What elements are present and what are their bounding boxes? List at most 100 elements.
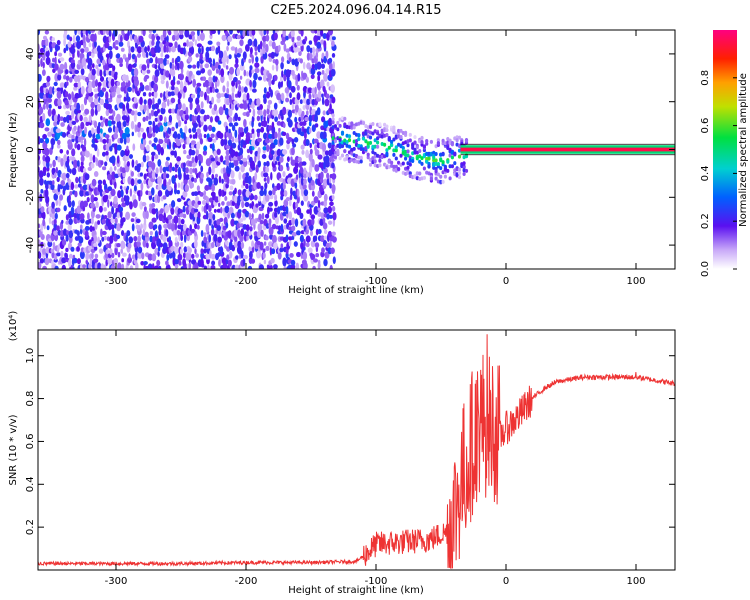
heatmap-cell (56, 90, 62, 100)
heatmap-cell (210, 133, 215, 139)
heatmap-cell (188, 41, 194, 48)
heatmap-cell (383, 142, 387, 147)
heatmap-cell (194, 262, 199, 269)
heatmap-cell (235, 255, 239, 260)
y-tick-label: 0.4 (25, 476, 36, 492)
heatmap-cell (163, 212, 166, 221)
heatmap-cell (322, 85, 326, 93)
heatmap-cell (162, 142, 167, 149)
heatmap-cell (270, 172, 273, 181)
heatmap-cell (308, 114, 313, 123)
heatmap-cell (77, 81, 82, 89)
heatmap-cell (108, 50, 113, 60)
heatmap-cell (448, 138, 452, 143)
heatmap-cell (205, 210, 209, 220)
heatmap-cell (249, 160, 256, 170)
heatmap-cell (121, 132, 127, 140)
heatmap-cell (303, 131, 307, 140)
heatmap-cell (97, 220, 101, 225)
heatmap-cell (116, 81, 121, 86)
heatmap-cell (415, 176, 419, 181)
heatmap-cell (274, 131, 278, 139)
heatmap-cell (122, 241, 126, 249)
heatmap-cell (233, 100, 238, 105)
heatmap-cell (121, 230, 125, 236)
heatmap-cell (195, 148, 199, 156)
heatmap-cell (236, 30, 241, 34)
heatmap-cell (102, 35, 108, 44)
heatmap-cell (176, 62, 180, 71)
heatmap-cell (77, 125, 81, 134)
heatmap-cell (182, 252, 186, 259)
heatmap-cell (116, 155, 120, 164)
heatmap-cell (70, 59, 75, 64)
heatmap-cell (218, 106, 224, 116)
heatmap-cell (150, 109, 155, 117)
heatmap-cell (259, 241, 264, 251)
heatmap-cell (171, 63, 175, 70)
heatmap-cell (319, 218, 324, 226)
heatmap-cell (251, 30, 256, 36)
heatmap-cell (199, 138, 204, 145)
heatmap-cell (200, 258, 204, 268)
heatmap-cell (99, 188, 104, 197)
heatmap-cell (242, 93, 247, 101)
x-tick-label: -300 (105, 576, 128, 587)
heatmap-cell (52, 180, 55, 186)
heatmap-cell (462, 155, 466, 160)
heatmap-cell (188, 262, 192, 269)
heatmap-cell (49, 163, 53, 168)
spectrogram-x-ticks: -300 -200 -100 0 100 (105, 30, 646, 287)
heatmap-cell (233, 159, 239, 167)
heatmap-cell (368, 162, 373, 167)
heatmap-cell (71, 110, 75, 118)
heatmap-cell (236, 34, 242, 40)
heatmap-cell (88, 114, 92, 123)
heatmap-cell (65, 247, 69, 253)
heatmap-cell (57, 74, 62, 81)
heatmap-cell (194, 231, 197, 237)
heatmap-cell (436, 162, 440, 166)
heatmap-cell (157, 245, 161, 252)
heatmap-cell (59, 116, 64, 121)
heatmap-cell (154, 64, 158, 70)
heatmap-cell (336, 148, 340, 153)
heatmap-cell (317, 228, 322, 235)
heatmap-cell (321, 93, 324, 98)
heatmap-cell (371, 131, 375, 136)
heatmap-cell (137, 179, 142, 185)
heatmap-cell (162, 171, 167, 180)
heatmap-cell (191, 253, 195, 259)
heatmap-cell (90, 194, 95, 204)
heatmap-cell (98, 205, 103, 213)
heatmap-cell (142, 239, 147, 248)
heatmap-cell (308, 152, 313, 162)
heatmap-cell (140, 161, 144, 168)
heatmap-cell (201, 45, 204, 55)
heatmap-cell (57, 98, 62, 107)
heatmap-cell (331, 113, 335, 118)
heatmap-cell (270, 150, 275, 155)
heatmap-cell (73, 125, 77, 131)
heatmap-cell (68, 218, 73, 226)
heatmap-cell (420, 161, 424, 166)
heatmap-cell (361, 147, 366, 152)
heatmap-cell (290, 187, 293, 197)
heatmap-cell (286, 142, 290, 150)
heatmap-cell (268, 201, 274, 207)
heatmap-cell (310, 74, 315, 80)
heatmap-cell (361, 131, 366, 136)
heatmap-cell (279, 247, 284, 253)
heatmap-cell (99, 76, 105, 82)
heatmap-cell (198, 132, 203, 140)
heatmap-cell (208, 178, 213, 187)
heatmap-cell (153, 137, 158, 143)
heatmap-cell (210, 191, 216, 197)
heatmap-cell (42, 248, 46, 255)
heatmap-cell (144, 74, 150, 80)
heatmap-cell (79, 250, 85, 260)
heatmap-cell (204, 63, 210, 69)
heatmap-cell (123, 186, 127, 191)
heatmap-cell (269, 246, 273, 256)
